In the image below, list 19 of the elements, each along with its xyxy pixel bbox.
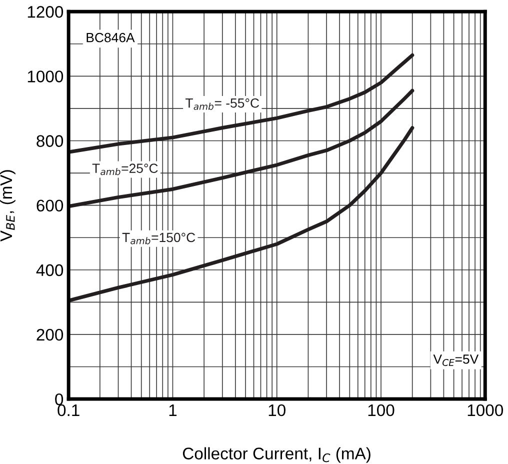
series-label: T$_{amb}$= -55°C: [185, 98, 260, 110]
annotation: V$_{CE}$=5V: [433, 354, 479, 366]
y-tick-label: 800: [36, 135, 64, 147]
y-tick-label: 600: [36, 200, 64, 212]
y-tick-label: 400: [36, 264, 64, 276]
y-tick-label: 200: [36, 328, 64, 341]
y-tick-label: 1200: [28, 6, 64, 18]
annotation: BC846A: [86, 32, 135, 42]
series-label: T$_{amb}$=150°C: [122, 232, 196, 244]
x-tick-label: 10: [268, 404, 286, 416]
x-tick-label: 100: [368, 404, 394, 416]
x-axis-title: Collector Current, I$_{C}$ (mA): [182, 447, 370, 463]
x-tick-label: 0.1: [58, 404, 80, 416]
x-tick-label: 1000: [468, 404, 504, 416]
y-axis-title: V$_{BE}$, (mV): [0, 170, 16, 242]
x-tick-label: 1: [169, 404, 177, 416]
series-label: T$_{amb}$=25°C: [92, 164, 158, 176]
y-tick-label: 0: [55, 393, 64, 406]
y-tick-label: 1000: [28, 70, 64, 82]
